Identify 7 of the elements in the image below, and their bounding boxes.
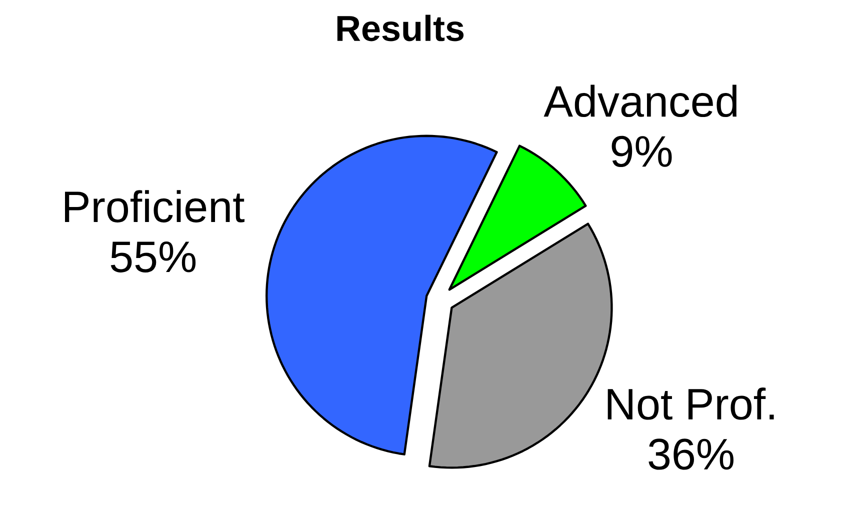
data-label: 36% <box>648 438 734 470</box>
slice-label: Not Prof. <box>608 388 774 420</box>
chart-title: Results <box>337 14 464 42</box>
slice-label: Proficient <box>65 190 244 222</box>
data-label: 9% <box>612 136 672 168</box>
slice-label: Advanced <box>544 84 737 118</box>
data-label: 55% <box>110 241 196 272</box>
